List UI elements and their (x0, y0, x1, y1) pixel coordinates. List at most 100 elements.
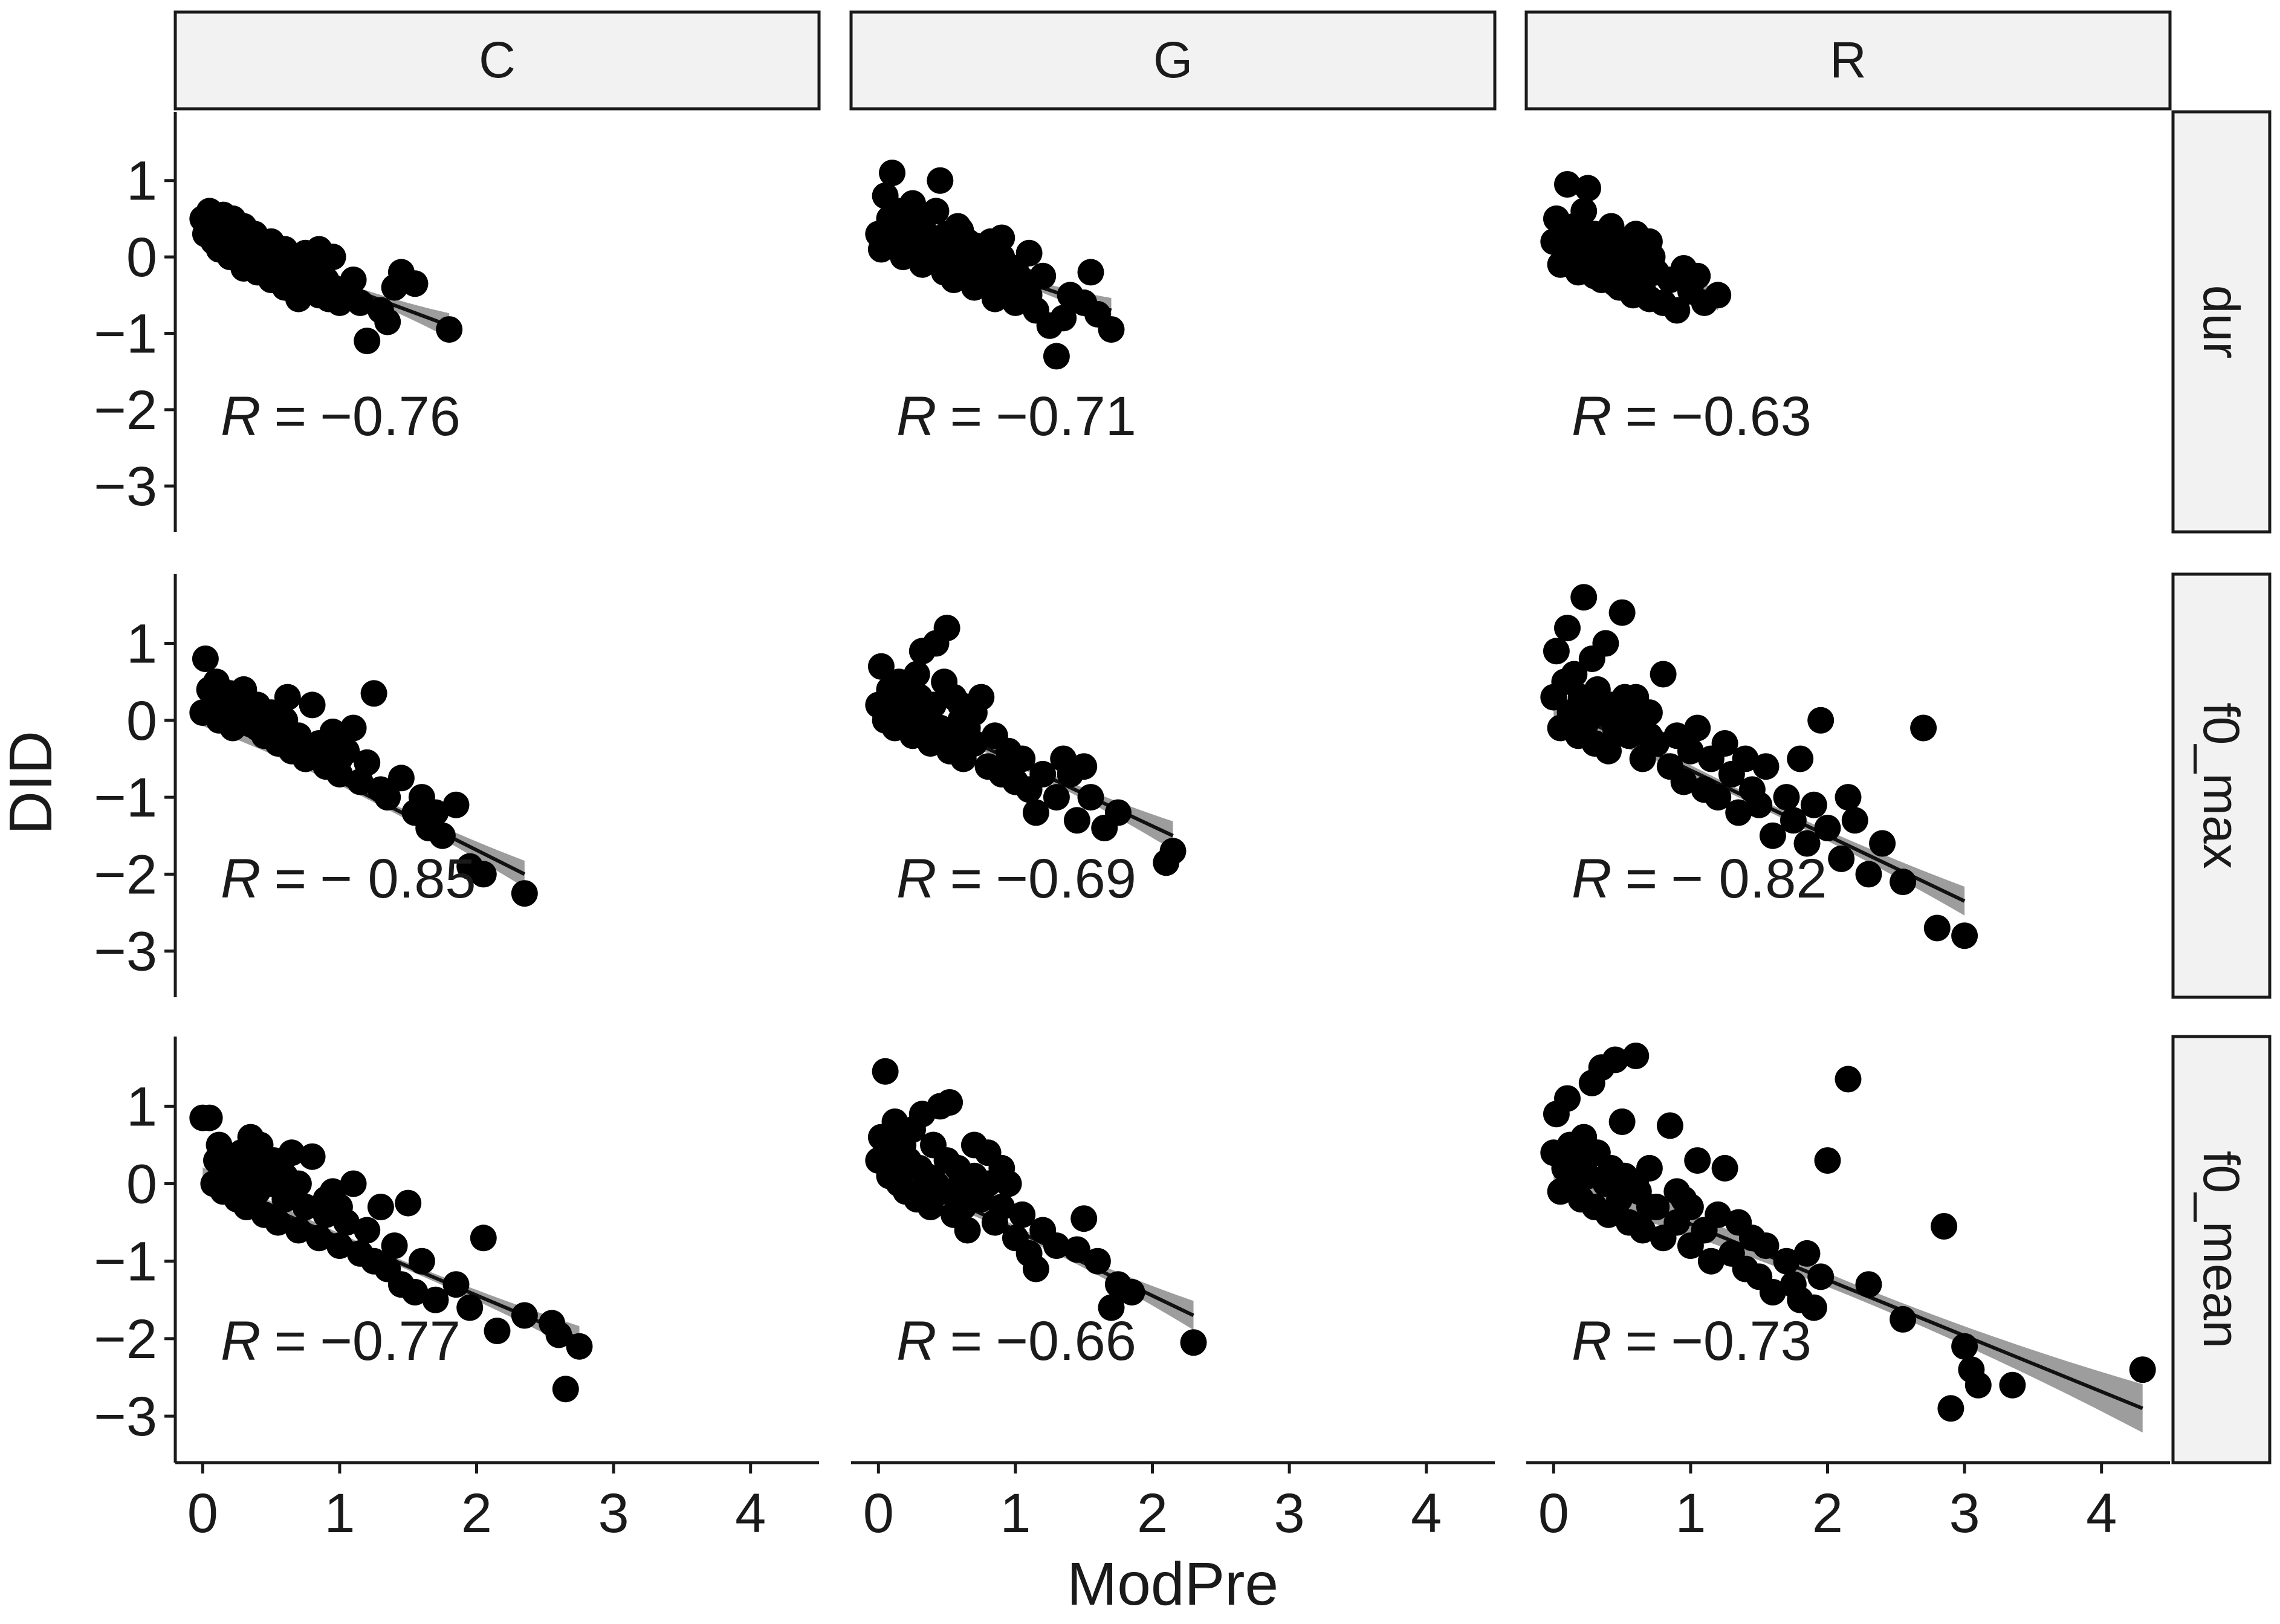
data-point (381, 1232, 408, 1260)
data-point (2129, 1356, 2156, 1383)
data-point (1759, 822, 1786, 849)
r-label: R = −0.69 (896, 848, 1136, 910)
data-point (422, 1286, 449, 1313)
data-point (936, 1089, 963, 1116)
strip-col-C (173, 10, 821, 111)
data-point (1077, 784, 1104, 811)
data-point (1570, 198, 1598, 225)
data-point (408, 1247, 435, 1275)
data-point (960, 730, 988, 757)
r-value: −0.69 (996, 848, 1136, 910)
r-label: R = −0.71 (896, 386, 1136, 447)
data-point (1787, 745, 1814, 772)
y-tick-label: −2 (94, 380, 157, 441)
data-point (1608, 1108, 1636, 1135)
data-point (1937, 1395, 1964, 1422)
r-equals: = (950, 848, 982, 910)
r-label: R = − 0.82 (1572, 848, 1827, 910)
y-axis-title: DID (0, 731, 65, 835)
data-point (340, 1170, 367, 1197)
r-symbol: R (1572, 386, 1611, 447)
data-point (1684, 714, 1711, 742)
data-point (1608, 599, 1636, 626)
r-label: R = −0.66 (896, 1310, 1136, 1372)
data-point (1118, 1279, 1145, 1305)
x-tick-label: 2 (461, 1483, 492, 1544)
x-tick-label: 4 (2086, 1483, 2117, 1544)
data-point (305, 1224, 332, 1252)
data-point (319, 244, 346, 271)
x-tick-label: 0 (863, 1483, 894, 1544)
r-value: −0.73 (1671, 1310, 1812, 1372)
data-point (401, 270, 429, 297)
data-point (1084, 1247, 1111, 1275)
data-point (1180, 1329, 1207, 1356)
data-point (1732, 745, 1759, 772)
data-point (1077, 259, 1104, 286)
y-tick-label: 1 (126, 1076, 157, 1137)
r-symbol: R (1572, 1310, 1611, 1372)
r-value: − 0.85 (320, 848, 476, 910)
data-point (285, 1217, 312, 1244)
r-symbol: R (1572, 848, 1611, 910)
r-equals: = (950, 1310, 982, 1372)
strip-col-label: C (479, 31, 516, 88)
data-point (442, 1271, 470, 1298)
r-equals: = (274, 848, 306, 910)
data-point (299, 691, 326, 719)
y-tick-label: −3 (94, 456, 157, 517)
data-point (511, 880, 538, 907)
r-symbol: R (896, 848, 936, 910)
strip-row-f0_max (2171, 572, 2272, 999)
data-point (933, 615, 960, 642)
x-tick-label: 3 (1274, 1483, 1305, 1544)
r-label: R = − 0.85 (221, 848, 476, 910)
data-point (206, 1131, 233, 1159)
data-point (1931, 1213, 1958, 1240)
strip-col-R (1524, 10, 2172, 111)
data-point (387, 765, 415, 792)
data-point (1015, 239, 1043, 267)
data-point (1043, 1232, 1070, 1260)
data-point (196, 1104, 223, 1131)
data-point (1575, 175, 1601, 202)
data-point (1677, 1194, 1704, 1220)
strip-col-label: G (1153, 31, 1193, 88)
strip-col-G (849, 10, 1497, 111)
data-point (906, 684, 933, 711)
data-point (374, 308, 401, 335)
data-point (1009, 745, 1036, 772)
data-point (257, 722, 285, 749)
data-point (988, 224, 1015, 251)
data-point (552, 1376, 579, 1403)
data-point (1780, 807, 1807, 834)
data-point (1697, 1247, 1725, 1275)
data-point (442, 791, 470, 818)
r-label: R = −0.73 (1572, 1310, 1812, 1372)
data-point (1773, 784, 1800, 811)
data-point (988, 1194, 1015, 1220)
data-point (1711, 1154, 1738, 1182)
data-point (1759, 1279, 1786, 1305)
strip-row-f0_mean (2171, 1035, 2272, 1464)
r-symbol: R (896, 386, 936, 447)
data-point (903, 661, 930, 688)
r-value: − 0.82 (1671, 848, 1827, 910)
data-point (1543, 638, 1570, 665)
x-tick-label: 2 (1812, 1483, 1843, 1544)
data-point (422, 799, 449, 826)
data-point (354, 749, 381, 776)
data-point (354, 1217, 381, 1244)
data-point (1022, 1255, 1049, 1283)
data-point (340, 714, 367, 742)
data-point (1855, 1271, 1882, 1298)
data-point (988, 1154, 1015, 1182)
r-value: −0.76 (320, 386, 461, 447)
data-point (1869, 830, 1896, 857)
data-point (1581, 262, 1608, 290)
data-point (470, 1224, 497, 1252)
r-label: R = −0.77 (221, 1310, 461, 1372)
data-point (1029, 760, 1057, 788)
data-point (1999, 1371, 2026, 1399)
